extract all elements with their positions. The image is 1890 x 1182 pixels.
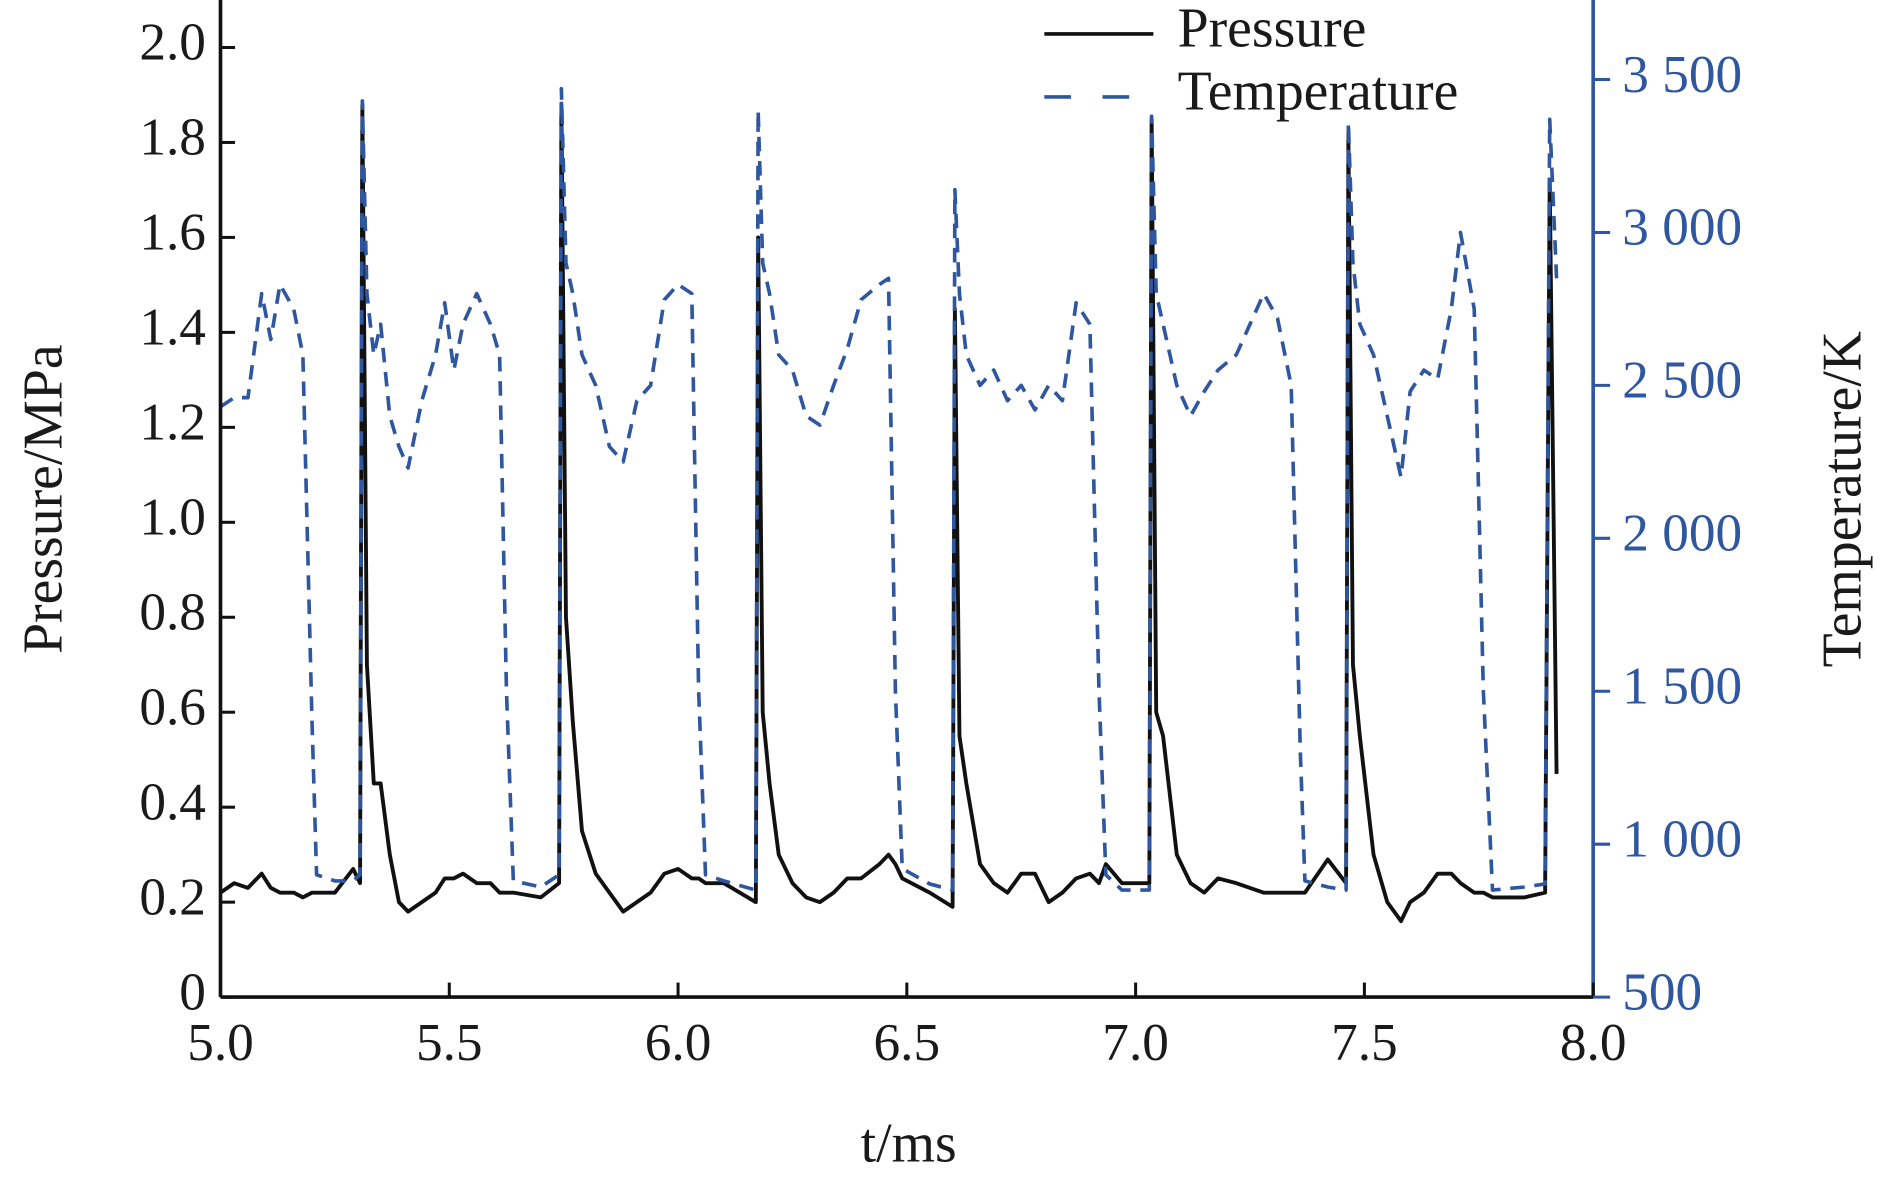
- y-tick-label: 1.4: [139, 298, 206, 357]
- y-tick-label: 1.8: [139, 108, 206, 167]
- y-tick-label: 0: [179, 962, 206, 1021]
- x-tick-label: 5.0: [187, 1013, 254, 1072]
- y2-tick-label: 3 500: [1622, 45, 1742, 104]
- y-tick-label: 0.4: [139, 772, 206, 831]
- y-tick-label: 1.0: [139, 488, 206, 547]
- y-tick-label: 2.0: [139, 13, 206, 72]
- y2-tick-label: 1 500: [1622, 656, 1742, 715]
- y-tick-label: 0.2: [139, 867, 206, 926]
- x-tick-label: 6.5: [874, 1013, 941, 1072]
- series-line: [219, 102, 1559, 924]
- y-axis-label: Pressure/MPa: [12, 344, 74, 654]
- legend-label: Pressure: [1178, 0, 1367, 60]
- x-tick-label: 7.5: [1331, 1013, 1398, 1072]
- y-tick-label: 1.2: [139, 393, 206, 452]
- y-tick-label: 0.6: [139, 677, 206, 736]
- y-tick-label: 1.6: [139, 203, 206, 262]
- x-tick-label: 6.0: [645, 1013, 712, 1072]
- y2-tick-label: 2 500: [1622, 351, 1742, 410]
- y2-tick-label: 1 000: [1622, 809, 1742, 868]
- y-tick-label: 0.8: [139, 582, 206, 641]
- x-tick-label: 5.5: [416, 1013, 483, 1072]
- y2-tick-label: 500: [1622, 962, 1702, 1021]
- legend-label: Temperature: [1178, 61, 1459, 123]
- x-axis-label: t/ms: [861, 1112, 957, 1174]
- x-tick-label: 8.0: [1560, 1013, 1627, 1072]
- y2-tick-label: 2 000: [1622, 504, 1742, 563]
- y2-axis-label: Temperature/K: [1811, 331, 1873, 667]
- series-line: [219, 86, 1559, 892]
- y2-tick-label: 3 000: [1622, 198, 1742, 257]
- x-tick-label: 7.0: [1102, 1013, 1169, 1072]
